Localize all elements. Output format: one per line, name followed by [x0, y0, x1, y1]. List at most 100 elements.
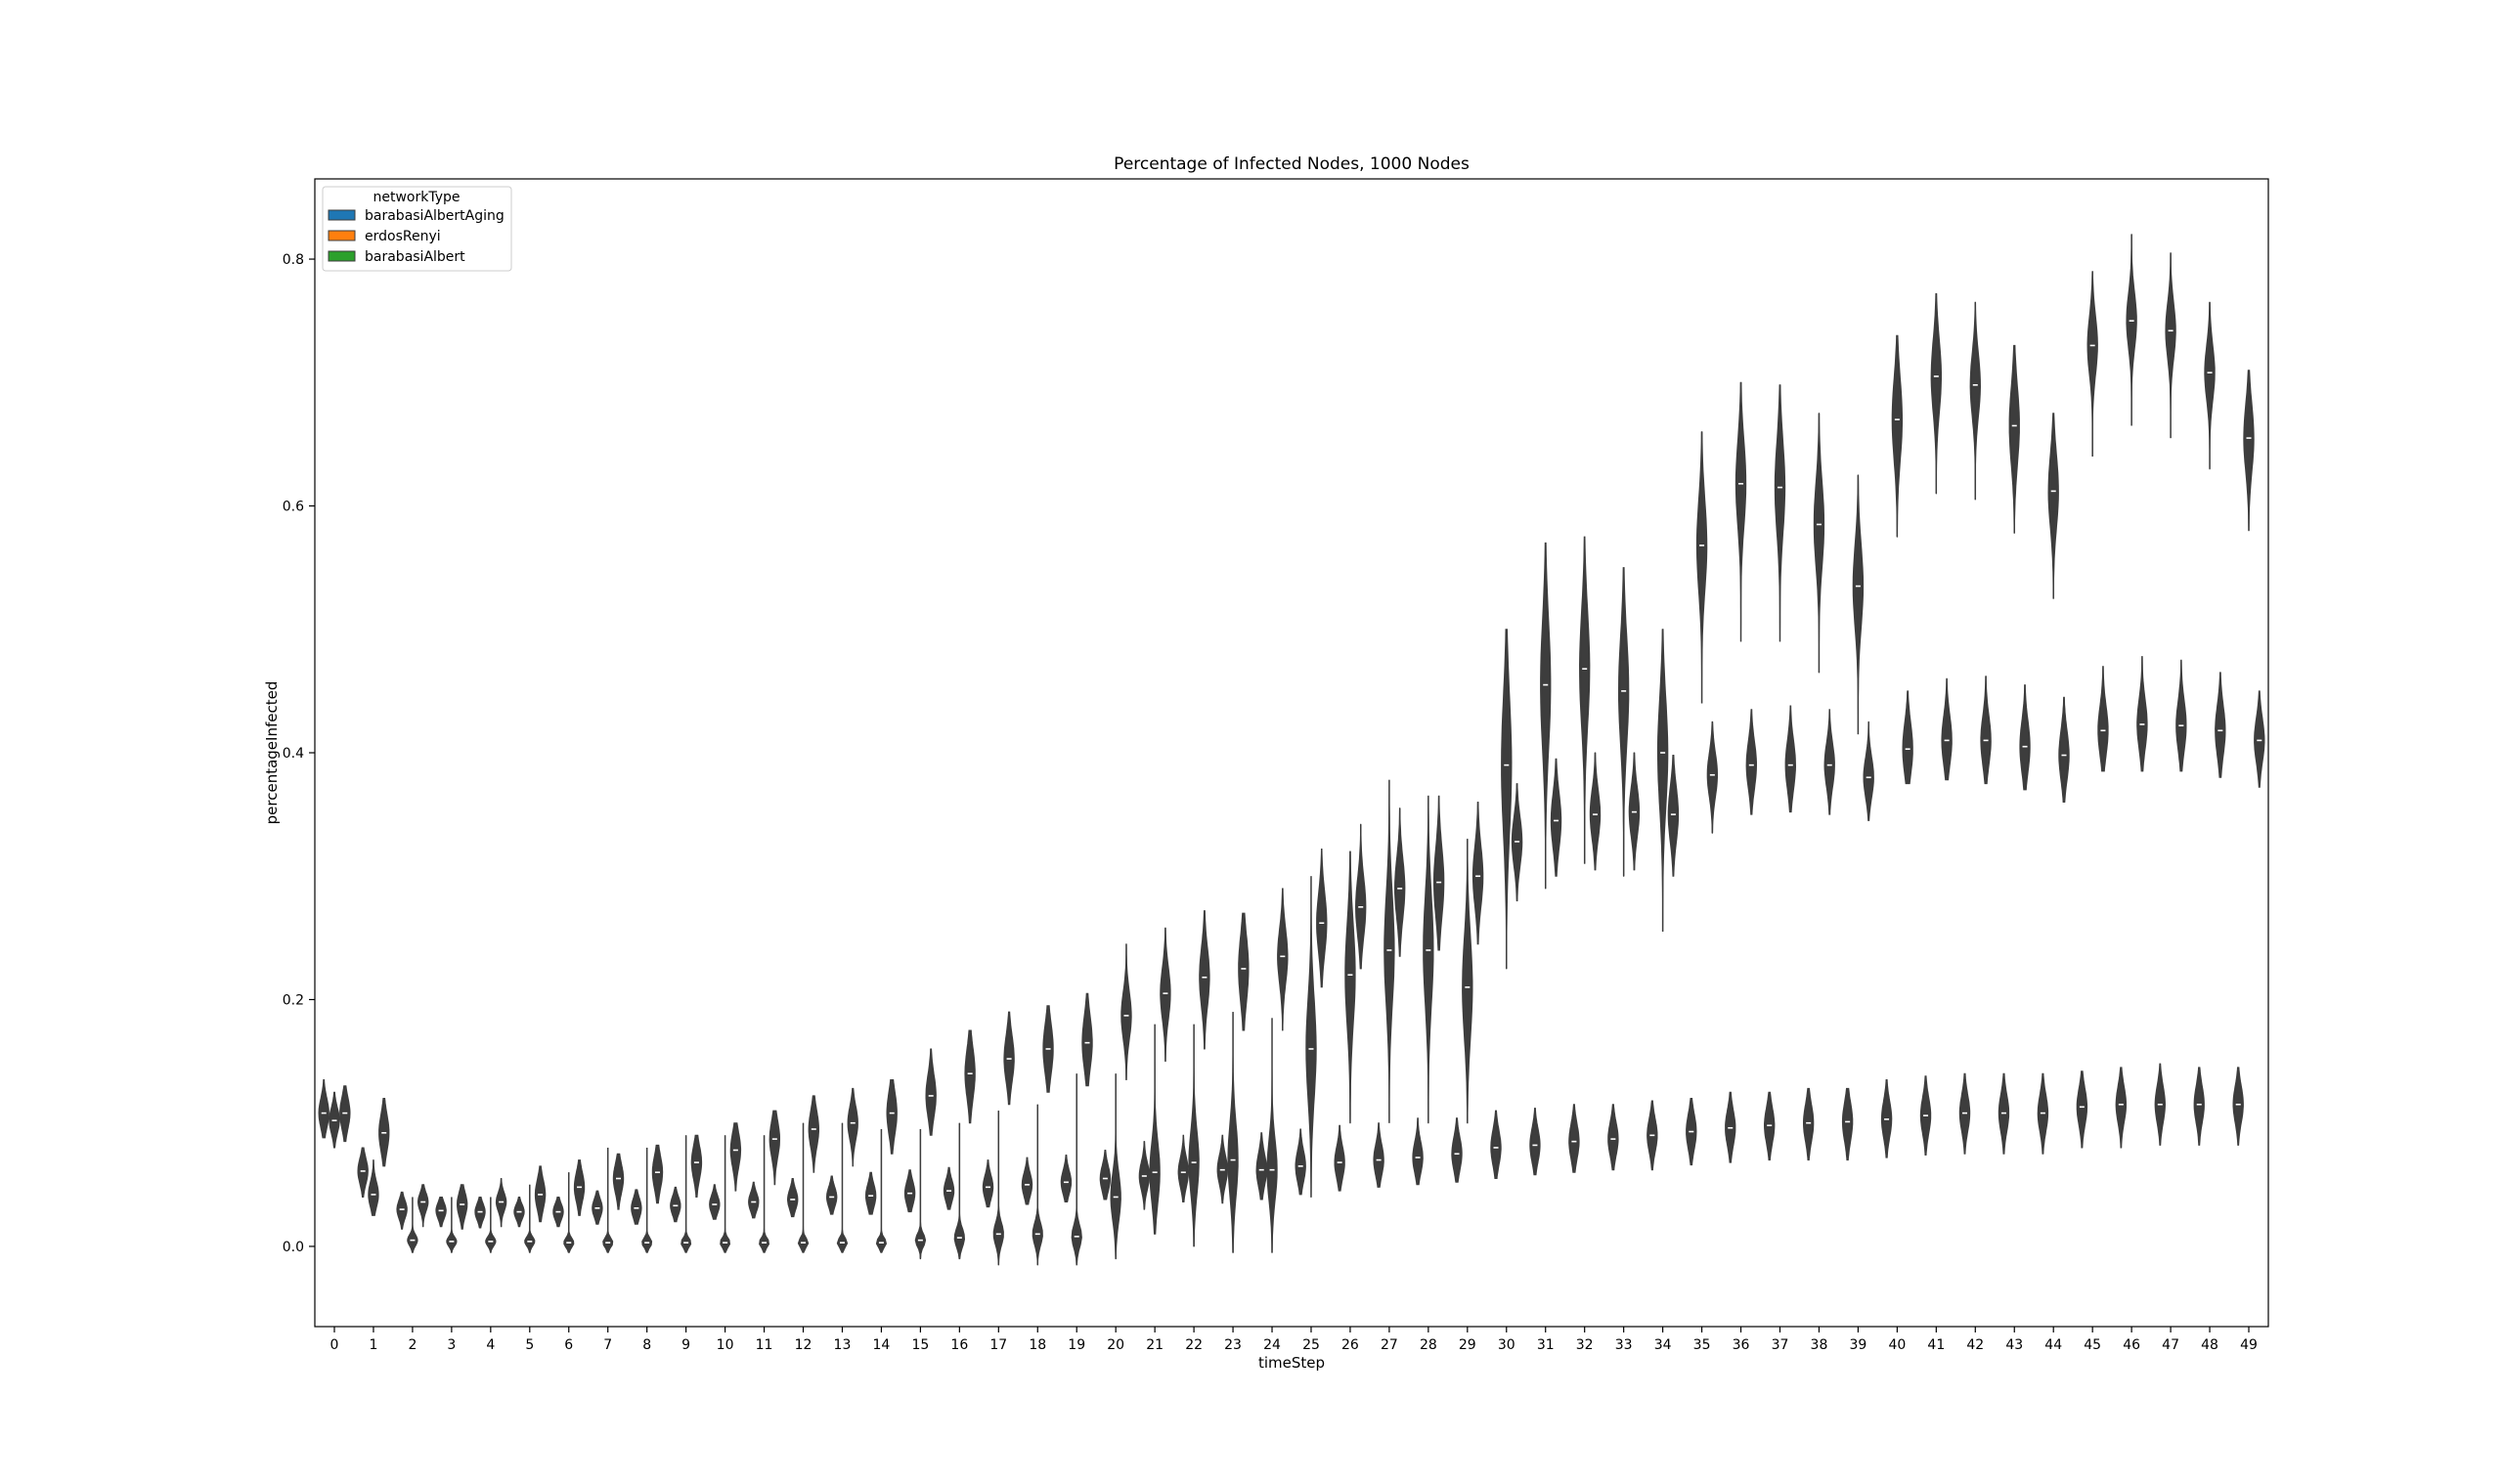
x-tick-label: 5 [525, 1337, 534, 1353]
x-tick-label: 27 [1381, 1337, 1398, 1353]
violin-iqr-box [2021, 727, 2029, 764]
violin-iqr-box [341, 1104, 349, 1126]
violin-iqr-box [1240, 943, 1248, 987]
x-tick-label: 38 [1811, 1337, 1828, 1353]
x-tick-label: 42 [1966, 1337, 1984, 1353]
violin-iqr-box [370, 1184, 377, 1202]
violin-iqr-box [849, 1113, 856, 1136]
violin-iqr-box [2245, 413, 2253, 459]
violin-iqr-box [1044, 1033, 1052, 1068]
violin-iqr-box [615, 1169, 623, 1190]
violin-iqr-box [1357, 886, 1365, 926]
x-tick-label: 7 [603, 1337, 612, 1353]
y-tick-label: 0.0 [283, 1240, 304, 1255]
violin-layer [318, 234, 2265, 1266]
x-tick-label: 17 [989, 1337, 1007, 1353]
violin-iqr-box [1865, 764, 1872, 793]
violin-iqr-box [1435, 853, 1443, 901]
violin-iqr-box [2167, 311, 2174, 348]
y-axis: 0.0 0.2 0.4 0.6 0.8 [283, 252, 315, 1255]
y-tick-label: 0.6 [283, 500, 304, 515]
violin-iqr-box [888, 1100, 896, 1130]
violin-iqr-box [1698, 511, 1706, 574]
x-tick-label: 34 [1654, 1337, 1672, 1353]
x-tick-label: 40 [1888, 1337, 1906, 1353]
legend-swatch [328, 250, 356, 262]
violin-iqr-box [2049, 462, 2057, 512]
x-tick-label: 21 [1146, 1337, 1164, 1353]
violin-iqr-box [1122, 1001, 1130, 1034]
x-tick-label: 12 [795, 1337, 812, 1353]
x-tick-label: 25 [1302, 1337, 1320, 1353]
violin-iqr-box [2088, 321, 2096, 361]
violin-iqr-box [2128, 298, 2135, 336]
violin-iqr-box [1893, 382, 1901, 439]
x-tick-label: 36 [1733, 1337, 1750, 1353]
x-tick-label: 19 [1068, 1337, 1085, 1353]
violin-iqr-box [1464, 949, 1471, 1019]
x-tick-label: 11 [756, 1337, 773, 1353]
x-tick-label: 31 [1537, 1337, 1555, 1353]
violin-iqr-box [498, 1197, 505, 1210]
x-tick-label: 23 [1224, 1337, 1242, 1353]
x-tick-label: 6 [564, 1337, 573, 1353]
x-tick-label: 20 [1107, 1337, 1124, 1353]
violin-iqr-box [1257, 1157, 1265, 1180]
violin-iqr-box [770, 1129, 778, 1155]
y-tick-label: 0.8 [283, 252, 304, 268]
x-tick-label: 35 [1693, 1337, 1711, 1353]
violin-iqr-box [2010, 397, 2018, 451]
legend-frame [322, 186, 512, 272]
y-tick-label: 0.4 [283, 746, 304, 762]
violin-iqr-box [330, 1111, 338, 1128]
legend-swatch [328, 209, 356, 221]
violin-iqr-box [1708, 763, 1716, 793]
x-tick-label: 45 [2084, 1337, 2101, 1353]
violin-iqr-box [1151, 1154, 1159, 1195]
x-tick-label: 28 [1420, 1337, 1437, 1353]
violin-iqr-box [810, 1118, 817, 1145]
x-tick-label: 32 [1576, 1337, 1594, 1353]
violin-iqr-box [1971, 358, 1979, 402]
x-tick-label: 37 [1772, 1337, 1789, 1353]
y-axis-label: percentageInfected [263, 681, 281, 825]
violin-iqr-box [398, 1204, 406, 1217]
x-tick-label: 49 [2240, 1337, 2258, 1353]
x-tick-label: 4 [486, 1337, 495, 1353]
x-tick-label: 47 [2162, 1337, 2179, 1353]
x-tick-label: 0 [330, 1337, 339, 1353]
x-tick-label: 8 [642, 1337, 651, 1353]
violin-iqr-box [2177, 707, 2185, 741]
violin-iqr-box [1346, 932, 1354, 1000]
x-tick-label: 46 [2123, 1337, 2140, 1353]
x-tick-label: 29 [1459, 1337, 1476, 1353]
x-tick-label: 14 [873, 1337, 891, 1353]
x-tick-label: 48 [2201, 1337, 2218, 1353]
legend-swatch [328, 230, 356, 241]
x-tick-label: 44 [2044, 1337, 2062, 1353]
x-tick-label: 13 [834, 1337, 852, 1353]
violin-iqr-box [731, 1140, 739, 1164]
chart-title: Percentage of Infected Nodes, 1000 Nodes [1114, 154, 1470, 174]
x-tick-label: 22 [1185, 1337, 1203, 1353]
violin-iqr-box [653, 1162, 661, 1185]
legend-entries: barabasiAlbertAging erdosRenyi barabasiAlb… [328, 208, 505, 265]
x-tick-label: 3 [447, 1337, 456, 1353]
x-tick-label: 10 [717, 1337, 734, 1353]
x-tick-label: 30 [1498, 1337, 1515, 1353]
legend-title: networkType [373, 190, 460, 205]
x-tick-label: 1 [369, 1337, 377, 1353]
y-tick-label: 0.2 [283, 992, 304, 1008]
violin-iqr-box [1747, 750, 1755, 783]
violin-iqr-box [1932, 345, 1940, 395]
violin-iqr-box [1385, 900, 1393, 976]
x-tick-label: 15 [911, 1337, 929, 1353]
violin-iqr-box [1503, 721, 1511, 815]
x-tick-label: 33 [1615, 1337, 1633, 1353]
x-tick-label: 24 [1263, 1337, 1281, 1353]
x-tick-label: 43 [2005, 1337, 2023, 1353]
violin-iqr-box [1005, 1045, 1013, 1076]
violin-iqr-box [419, 1197, 427, 1210]
violin-iqr-box [1825, 753, 1833, 783]
